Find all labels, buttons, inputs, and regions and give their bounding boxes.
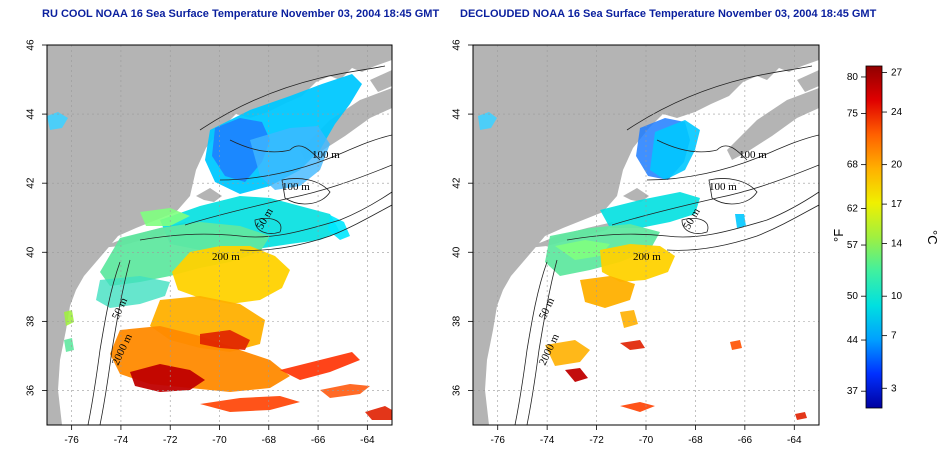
right-y-tick-label: 44 (452, 108, 463, 120)
right-x-tick-label: -74 (540, 435, 555, 446)
left-contour-label-100m-1: 100 m (312, 149, 340, 161)
right-land-mainland (473, 45, 819, 425)
left-land-capebreton (370, 70, 392, 92)
left-x-tick-label: -66 (311, 435, 326, 446)
right-land-capebreton (797, 70, 819, 92)
left-x-tick-label: -68 (262, 435, 277, 446)
left-land-capecod (196, 188, 222, 202)
colorbar-celsius-tick-label: 14 (891, 239, 903, 250)
colorbar-fahrenheit-tick-label: 80 (847, 72, 859, 83)
left-contour-label-200m: 200 m (212, 251, 240, 263)
colorbar-gradient (865, 65, 883, 409)
colorbar-fahrenheit-tick-label: 68 (847, 160, 859, 171)
colorbar-fahrenheit-tick-label: 62 (847, 204, 859, 215)
right-x-tick-label: -64 (787, 435, 802, 446)
right-map-title: DECLOUDED NOAA 16 Sea Surface Temperatur… (460, 8, 877, 20)
colorbar-fahrenheit-tick-label: 57 (847, 240, 859, 251)
colorbar-fahrenheit-ticks: 80 75 68 62 57 50 44 37 (847, 72, 866, 397)
colorbar-celsius-ticks: 27 24 20 17 14 10 7 3 (882, 68, 903, 394)
left-x-tick-label: -72 (163, 435, 178, 446)
right-x-tick-label: -68 (688, 435, 703, 446)
colorbar-celsius-tick-label: 3 (891, 383, 897, 394)
colorbar-fahrenheit-tick-label: 50 (847, 291, 859, 302)
left-x-tick-label: -76 (64, 435, 79, 446)
colorbar-celsius-tick-label: 17 (891, 199, 903, 210)
colorbar-fahrenheit-tick-label: 44 (847, 335, 859, 346)
right-map: 100 m 100 m 50 m 200 m 50 m 2000 m -76 -7… (452, 39, 820, 446)
right-contour-label-100m-1: 100 m (739, 149, 767, 161)
right-y-tick-label: 36 (452, 384, 463, 396)
left-y-tick-label: 36 (26, 384, 37, 396)
left-y-tick-label: 42 (26, 177, 37, 189)
left-land-mainland (47, 45, 392, 425)
left-y-tick-label: 40 (26, 246, 37, 258)
left-map-title: RU COOL NOAA 16 Sea Surface Temperature … (42, 8, 440, 20)
left-y-tick-label: 38 (26, 315, 37, 327)
left-y-tick-label: 46 (26, 39, 37, 51)
left-contours (87, 65, 392, 425)
right-x-tick-label: -70 (639, 435, 654, 446)
right-y-tick-label: 38 (452, 315, 463, 327)
right-contour-label-100m-2: 100 m (709, 181, 737, 193)
right-x-tick-label: -66 (738, 435, 753, 446)
left-contour-label-100m-2: 100 m (282, 181, 310, 193)
left-axis-ticks: -76 -74 -72 -70 -68 -66 -64 46 44 42 40 38 36 (26, 39, 375, 446)
colorbar-celsius-label: °C (925, 230, 940, 245)
colorbar-celsius-tick-label: 24 (891, 107, 903, 118)
right-y-tick-label: 40 (452, 246, 463, 258)
colorbar-celsius-tick-label: 7 (891, 331, 897, 342)
right-x-tick-label: -72 (589, 435, 604, 446)
right-y-tick-label: 42 (452, 177, 463, 189)
right-grid (473, 45, 819, 425)
colorbar-fahrenheit-tick-label: 75 (847, 109, 859, 120)
right-land-novascotia (727, 88, 819, 160)
left-map: 100 m 100 m 50 m 200 m 50 m 2000 m -76 -7… (26, 39, 393, 446)
colorbar: 80 75 68 62 57 50 44 37 27 24 20 17 14 10 7 3 °F °C (831, 65, 940, 409)
left-sst-field (47, 74, 392, 420)
colorbar-celsius-tick-label: 27 (891, 68, 903, 79)
colorbar-fahrenheit-tick-label: 37 (847, 386, 859, 397)
right-axis-ticks: -76 -74 -72 -70 -68 -66 -64 46 44 42 40 38 36 (452, 39, 802, 446)
right-x-tick-label: -76 (490, 435, 505, 446)
right-contour-label-200m: 200 m (633, 251, 661, 263)
left-x-tick-label: -74 (114, 435, 129, 446)
colorbar-celsius-tick-label: 10 (891, 291, 903, 302)
left-grid (47, 45, 392, 425)
colorbar-fahrenheit-label: °F (831, 229, 846, 242)
left-y-tick-label: 44 (26, 108, 37, 120)
right-y-tick-label: 46 (452, 39, 463, 51)
right-land-capecod (623, 188, 649, 202)
left-x-tick-label: -70 (212, 435, 227, 446)
left-x-tick-label: -64 (360, 435, 375, 446)
right-contours (514, 65, 819, 425)
right-sst-field (478, 112, 807, 420)
colorbar-celsius-tick-label: 20 (891, 160, 903, 171)
